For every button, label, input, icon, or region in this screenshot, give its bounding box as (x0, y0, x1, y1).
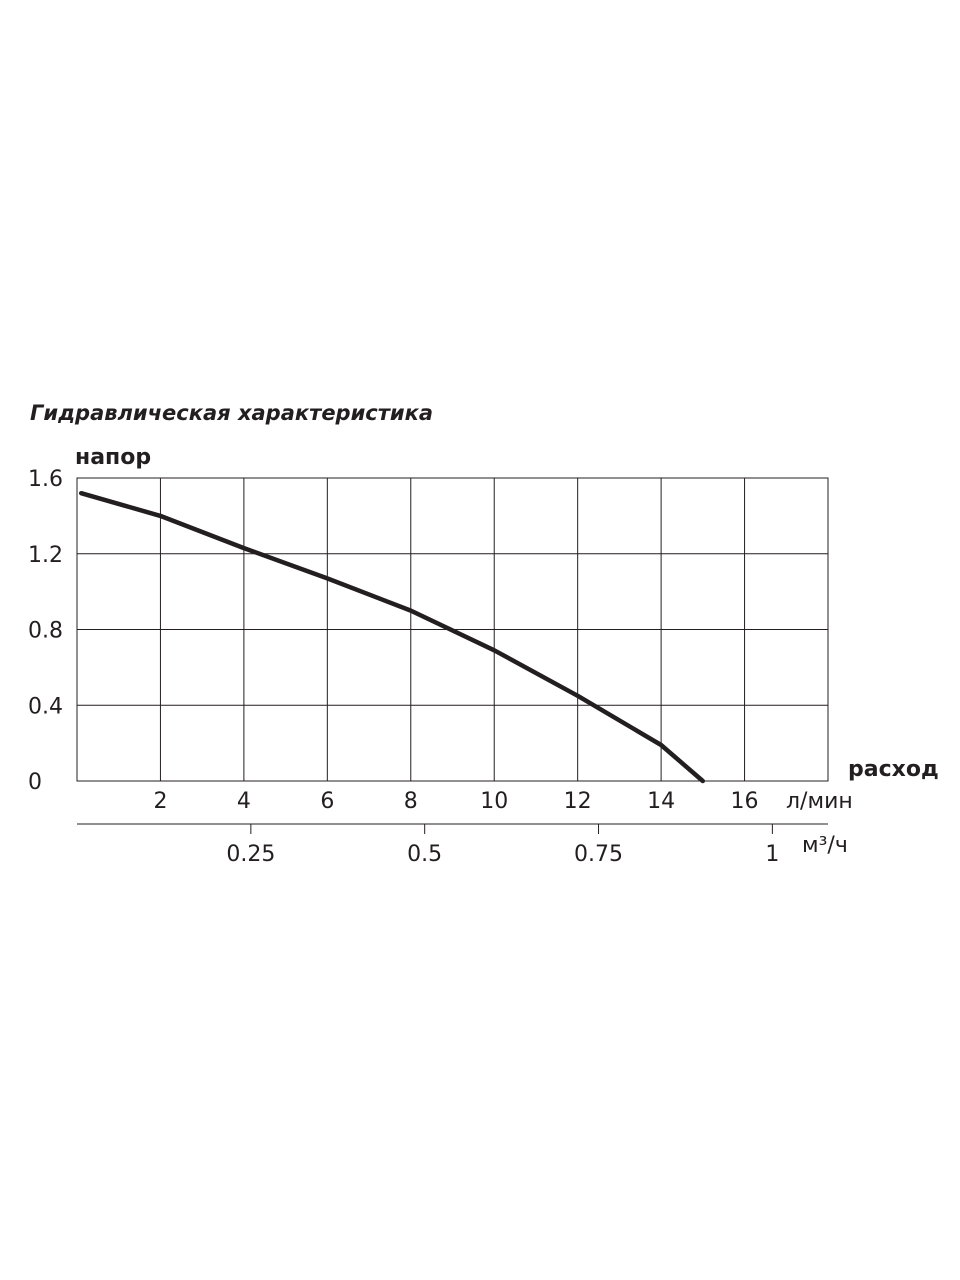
x2-unit-label: м³/ч (802, 833, 848, 858)
x2-tick-label: 0.75 (574, 842, 623, 867)
y-tick-label: 0.8 (28, 619, 63, 644)
y-tick-label: 1.2 (28, 543, 63, 568)
y-tick-label: 0.4 (28, 694, 63, 719)
x-tick-label: 16 (731, 789, 759, 814)
x-unit-label: л/мин (786, 789, 853, 814)
chart-title: Гидравлическая характеристика (30, 401, 433, 425)
x-tick-label: 12 (564, 789, 592, 814)
y-tick-label: 1.6 (28, 467, 63, 492)
x-tick-label: 8 (404, 789, 418, 814)
x-tick-label: 6 (320, 789, 334, 814)
curve (78, 490, 706, 784)
x2-tick-label: 0.5 (407, 842, 442, 867)
y-tick-label: 0 (28, 770, 42, 795)
x-tick-label: 10 (480, 789, 508, 814)
x2-tick-label: 0.25 (226, 842, 275, 867)
x-axis-label: расход (848, 757, 939, 782)
x-tick-label: 4 (237, 789, 251, 814)
x-tick-label: 2 (153, 789, 167, 814)
y-axis-label: напор (75, 445, 151, 470)
x2-tick-label: 1 (765, 842, 779, 867)
x-tick-label: 14 (647, 789, 675, 814)
